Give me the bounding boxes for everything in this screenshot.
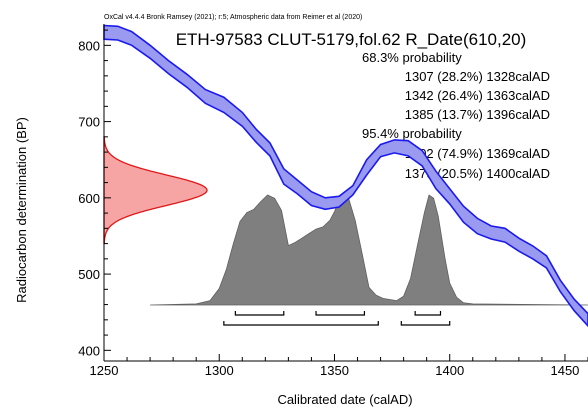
calibration-curve-band [103,24,588,328]
x-tick-label-1300: 1300 [205,363,234,378]
range-bar-95-2 [400,321,451,326]
x-axis-label: Calibrated date (calAD) [277,392,412,407]
y-tick-label-400: 400 [78,343,100,358]
range-bar-68-1 [234,311,285,316]
probability-legend: 68.3% probability 1307 (28.2%) 1328calAD… [362,50,550,181]
range-bar-68-3 [414,311,442,316]
range-bar-68-2 [315,311,366,316]
prob-95-range-1: 1302 (74.9%) 1369calAD [405,146,550,161]
y-tick-label-800: 800 [78,38,100,53]
y-tick-label-700: 700 [78,115,100,130]
y-axis-label: Radiocarbon determination (BP) [14,117,29,303]
y-tick-label-500: 500 [78,267,100,282]
x-tick-label-1350: 1350 [320,363,349,378]
prob-68-range-3: 1385 (13.7%) 1396calAD [405,107,550,122]
plot-marks: 1250 1300 1350 1400 1450 400 500 600 700 800 [78,24,588,378]
x-tick-label-1450: 1450 [550,363,579,378]
x-tick-label-1400: 1400 [435,363,464,378]
prob-68-range-1: 1307 (28.2%) 1328calAD [405,69,550,84]
prob-68-range-2: 1342 (26.4%) 1363calAD [405,88,550,103]
y-tick-label-600: 600 [78,191,100,206]
prob-68-label: 68.3% probability [362,50,462,65]
x-tick-label-1250: 1250 [90,363,119,378]
prob-95-label: 95.4% probability [362,126,462,141]
range-bar-95-1 [223,321,379,326]
radiocarbon-date-distribution [103,136,208,245]
software-credit: OxCal v4.4.4 Bronk Ramsey (2021); r:5; A… [104,14,362,21]
chart-title: ETH-97583 CLUT-5179,fol.62 R_Date(610,20… [176,30,527,49]
